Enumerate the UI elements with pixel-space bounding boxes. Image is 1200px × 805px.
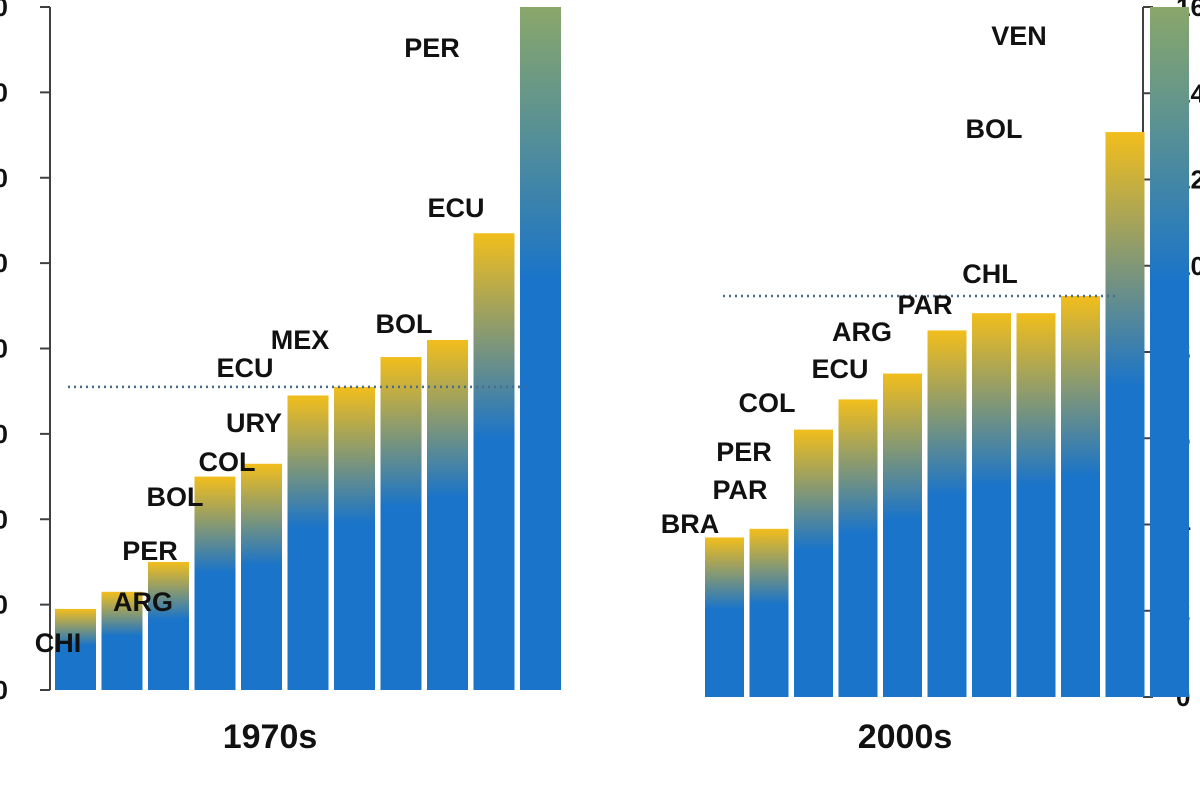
- y-tick-label: 0: [0, 77, 8, 107]
- bar: [287, 395, 329, 690]
- bar-label: CHI: [35, 628, 82, 658]
- bar: [1016, 313, 1056, 697]
- bar: [427, 339, 468, 690]
- y-tick-label: 0: [0, 675, 8, 705]
- bar-label: COL: [199, 447, 256, 477]
- bar-label: ECU: [811, 354, 868, 384]
- x-axis-label: 2000s: [858, 718, 953, 756]
- bar-label: BOL: [966, 114, 1023, 144]
- bar: [55, 608, 96, 690]
- x-axis-label: 1970s: [223, 718, 318, 756]
- bar: [1105, 132, 1145, 697]
- bar: [473, 233, 515, 690]
- bar-label: CHL: [962, 259, 1018, 289]
- bar: [520, 7, 561, 690]
- bar: [241, 463, 282, 690]
- bar-label: PER: [404, 33, 460, 63]
- bar: [705, 537, 744, 697]
- bar: [194, 476, 236, 690]
- bar-label: BOL: [147, 482, 204, 512]
- y-tick-label: 0: [0, 419, 8, 449]
- bar-label: BRA: [661, 509, 720, 539]
- bar: [794, 429, 833, 697]
- y-tick-label: 0: [0, 590, 8, 620]
- bar: [101, 591, 143, 690]
- y-tick-label: 0: [0, 334, 8, 364]
- bar-label: ECU: [427, 193, 484, 223]
- y-tick-label: 0: [0, 248, 8, 278]
- bar: [380, 357, 422, 690]
- bar: [334, 386, 375, 690]
- bar-label: ARG: [832, 317, 892, 347]
- y-tick-label: 0: [0, 163, 8, 193]
- bar: [1061, 295, 1100, 697]
- bar-label: COL: [739, 388, 796, 418]
- bar: [148, 561, 189, 690]
- bar: [927, 330, 967, 697]
- chart-panel-2000s: 0246810121416BRAPARPERCOLECUARGPARCHLBOL…: [661, 0, 1200, 756]
- bar: [838, 399, 878, 697]
- bar-label: PER: [122, 536, 178, 566]
- y-tick-label: 0: [0, 0, 8, 22]
- bar: [883, 373, 922, 697]
- bar-label: ARG: [113, 587, 173, 617]
- bar-label: PAR: [712, 475, 767, 505]
- bar-label: ECU: [216, 353, 273, 383]
- bar-label: URY: [226, 408, 282, 438]
- bar-label: MEX: [271, 325, 330, 355]
- bar: [972, 313, 1011, 697]
- bar: [749, 528, 789, 697]
- bar-label: PER: [716, 437, 772, 467]
- bar: [1150, 7, 1189, 697]
- bar-label: VEN: [991, 21, 1047, 51]
- bar-label: BOL: [376, 309, 433, 339]
- y-tick-label: 0: [0, 504, 8, 534]
- bar-label: PAR: [897, 290, 952, 320]
- chart-panel-1970s: 000000000CHIARGPERBOLCOLURYECUMEXBOLECUP…: [0, 0, 561, 756]
